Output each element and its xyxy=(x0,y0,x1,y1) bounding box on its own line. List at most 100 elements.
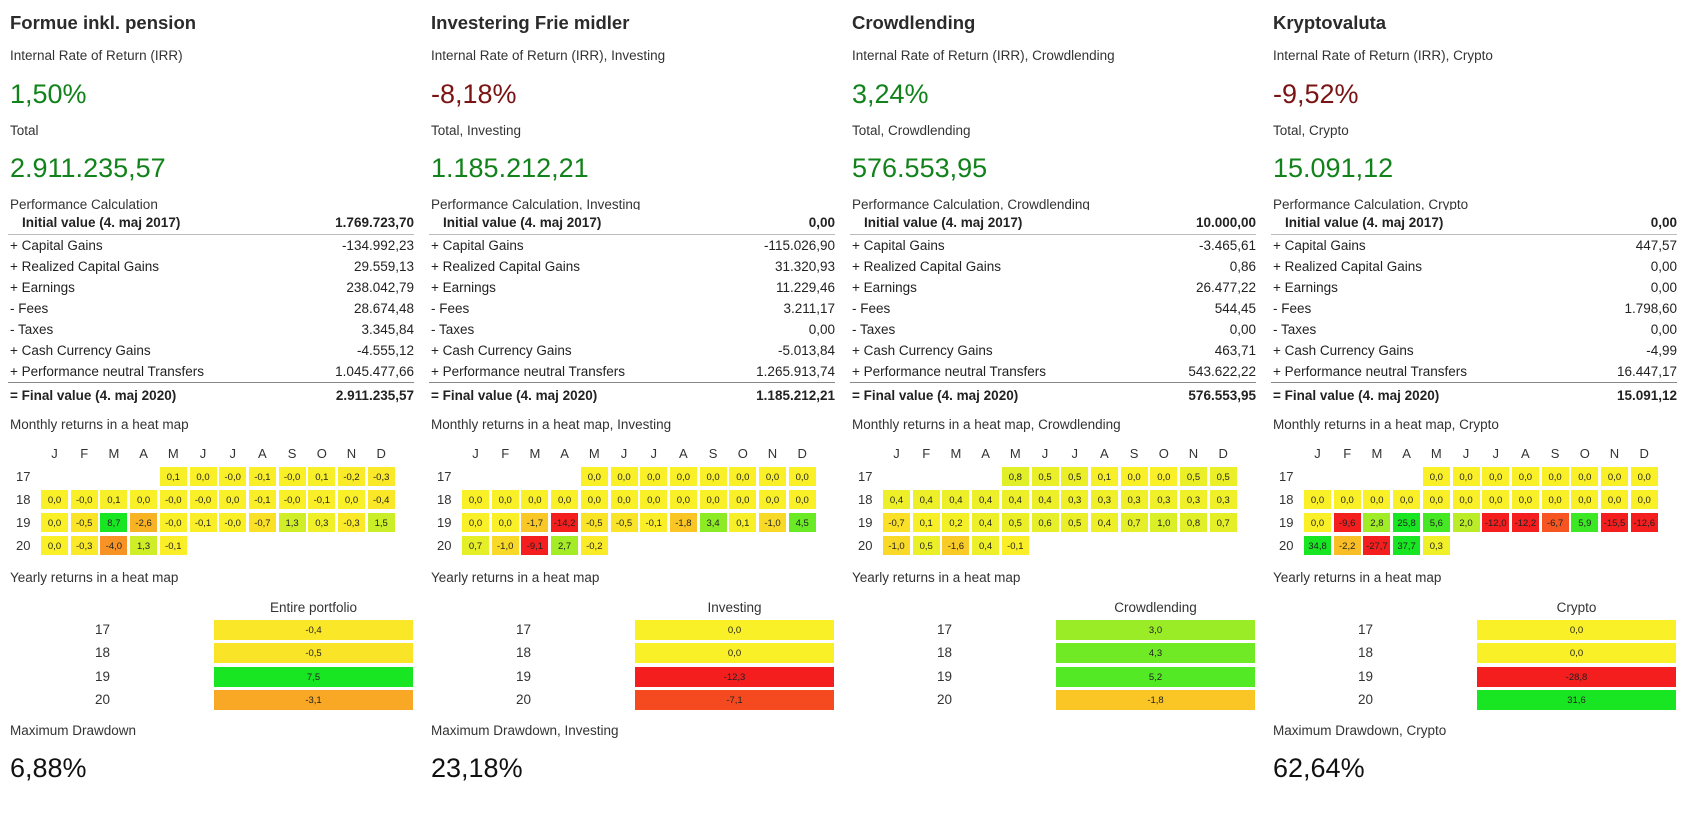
row-value: 1.798,60 xyxy=(1624,301,1677,316)
yearly-cell: 3,0 xyxy=(1055,619,1256,641)
heatmap-cell: 4,5 xyxy=(787,512,817,533)
yearly-column-header: Crypto xyxy=(1556,600,1597,615)
row-value: 15.091,12 xyxy=(1616,388,1677,403)
heatmap-cell: 0,0 xyxy=(1629,466,1659,487)
performance-calculation-label: Performance Calculation, Crypto xyxy=(1273,197,1469,210)
month-header: J xyxy=(620,446,628,461)
heatmap-cell: 0,0 xyxy=(1600,489,1629,510)
yearly-cell: 0,0 xyxy=(634,642,835,665)
yearly-heatmap-label: Yearly returns in a heat map xyxy=(431,570,600,585)
year-label: 18 xyxy=(1279,492,1294,507)
performance-row: + Cash Currency Gains -4.555,12 xyxy=(8,340,414,361)
heatmap-cell: -0,1 xyxy=(247,489,277,510)
year-label: 19 xyxy=(16,515,31,530)
heatmap-cell: 0,6 xyxy=(1030,512,1060,533)
heatmap-cell: 0,8 xyxy=(1179,512,1208,533)
heatmap-cell: -0,5 xyxy=(579,512,609,533)
heatmap-cell: -0,2 xyxy=(579,535,609,556)
irr-label: Internal Rate of Return (IRR), Crypto xyxy=(1273,48,1493,63)
heatmap-cell: 0,0 xyxy=(40,489,69,510)
heatmap-cell: -1,8 xyxy=(668,512,698,533)
max-drawdown-label: Maximum Drawdown, Crypto xyxy=(1273,723,1447,738)
row-label: + Cash Currency Gains xyxy=(1273,343,1414,358)
month-header: A xyxy=(981,446,990,461)
heatmap-cell: -0,0 xyxy=(69,489,99,510)
row-label: + Realized Capital Gains xyxy=(10,259,159,274)
heatmap-cell: 0,0 xyxy=(1510,489,1540,510)
row-value: 463,71 xyxy=(1214,343,1256,358)
total-label: Total xyxy=(10,123,39,138)
month-header: J xyxy=(893,446,900,461)
performance-row: - Taxes 3.345,84 xyxy=(8,319,414,340)
row-value: 0,00 xyxy=(1650,259,1677,274)
year-label: 17 xyxy=(1279,469,1294,484)
heatmap-cell: 0,3 xyxy=(307,512,337,533)
heatmap-cell: 0,0 xyxy=(520,489,550,510)
row-label: + Capital Gains xyxy=(431,238,524,253)
heatmap-cell: 0,2 xyxy=(941,512,971,533)
heatmap-cell: 0,0 xyxy=(40,535,69,556)
heatmap-cell: -0,3 xyxy=(366,466,396,487)
heatmap-cell: 0,4 xyxy=(971,489,1001,510)
heatmap-cell: 0,0 xyxy=(461,512,490,533)
yearly-cell: 0,0 xyxy=(1476,619,1677,641)
heatmap-cell: -0,5 xyxy=(69,512,99,533)
heatmap-cell: 0,0 xyxy=(1392,489,1422,510)
row-value: 10.000,00 xyxy=(1195,215,1256,230)
total-value: 15.091,12 xyxy=(1273,153,1394,183)
heatmap-cell: 0,0 xyxy=(579,489,609,510)
heatmap-cell: -15,5 xyxy=(1600,512,1629,533)
max-drawdown-value: 62,64% xyxy=(1273,753,1365,783)
year-label: 18 xyxy=(16,492,31,507)
yearly-cell: -3,1 xyxy=(213,688,414,711)
performance-table: Initial value (4. maj 2017) 10.000,00 + Ca… xyxy=(850,212,1256,406)
heatmap-cell: 0,0 xyxy=(1332,489,1362,510)
heatmap-cell: 0,5 xyxy=(1000,512,1030,533)
heatmap-cell: 0,0 xyxy=(1451,466,1481,487)
row-label: - Fees xyxy=(852,301,891,316)
performance-row: - Fees 1.798,60 xyxy=(1271,298,1677,319)
heatmap-cell: 0,5 xyxy=(1179,466,1208,487)
heatmap-cell: 0,1 xyxy=(99,489,129,510)
heatmap-cell: -4,0 xyxy=(99,535,129,556)
heatmap-cell: 0,0 xyxy=(758,489,787,510)
year-label: 20 xyxy=(1279,538,1294,553)
row-value: -134.992,23 xyxy=(341,238,414,253)
heatmap-cell: 0,0 xyxy=(1570,489,1600,510)
irr-value: -8,18% xyxy=(431,79,517,109)
performance-row: + Performance neutral Transfers 16.447,17 xyxy=(1271,361,1677,382)
heatmap-cell: 25,8 xyxy=(1392,512,1422,533)
monthly-heatmap-label: Monthly returns in a heat map, Investing xyxy=(431,417,672,432)
heatmap-cell: -12,2 xyxy=(1510,512,1540,533)
heatmap-cell: -0,0 xyxy=(158,512,188,533)
month-header: J xyxy=(1462,446,1470,461)
row-label: + Cash Currency Gains xyxy=(431,343,572,358)
heatmap-cell: -0,1 xyxy=(158,535,188,556)
month-header: D xyxy=(1218,446,1228,461)
heatmap-cell: 0,4 xyxy=(1030,489,1060,510)
year-label: 19 xyxy=(437,515,452,530)
heatmap-cell: 0,0 xyxy=(188,466,218,487)
initial-value-row: Initial value (4. maj 2017) 0,00 xyxy=(429,212,835,235)
row-label: Initial value (4. maj 2017) xyxy=(864,215,1023,230)
month-header: A xyxy=(679,446,688,461)
heatmap-cell: 1,3 xyxy=(129,535,159,556)
final-value-row: = Final value (4. maj 2020) 576.553,95 xyxy=(850,382,1256,406)
year-label: 17 xyxy=(937,622,953,637)
heatmap-cell: 0,0 xyxy=(1421,489,1451,510)
year-label: 17 xyxy=(16,469,31,484)
heatmap-cell: -0,0 xyxy=(188,489,218,510)
month-header: M xyxy=(1430,446,1442,461)
row-label: + Capital Gains xyxy=(1273,238,1366,253)
year-label: 18 xyxy=(937,645,953,661)
row-value: -3.465,61 xyxy=(1198,238,1256,253)
heatmap-cell: 0,0 xyxy=(639,489,669,510)
row-label: + Realized Capital Gains xyxy=(1273,259,1422,274)
heatmap-cell: 0,0 xyxy=(758,466,787,487)
month-header: J xyxy=(1492,446,1499,461)
row-value: 29.559,13 xyxy=(353,259,414,274)
irr-label: Internal Rate of Return (IRR), Crowdlend… xyxy=(852,48,1115,63)
year-label: 19 xyxy=(1358,668,1374,684)
heatmap-cell: 0,0 xyxy=(40,512,69,533)
heatmap-cell: 0,4 xyxy=(911,489,941,510)
